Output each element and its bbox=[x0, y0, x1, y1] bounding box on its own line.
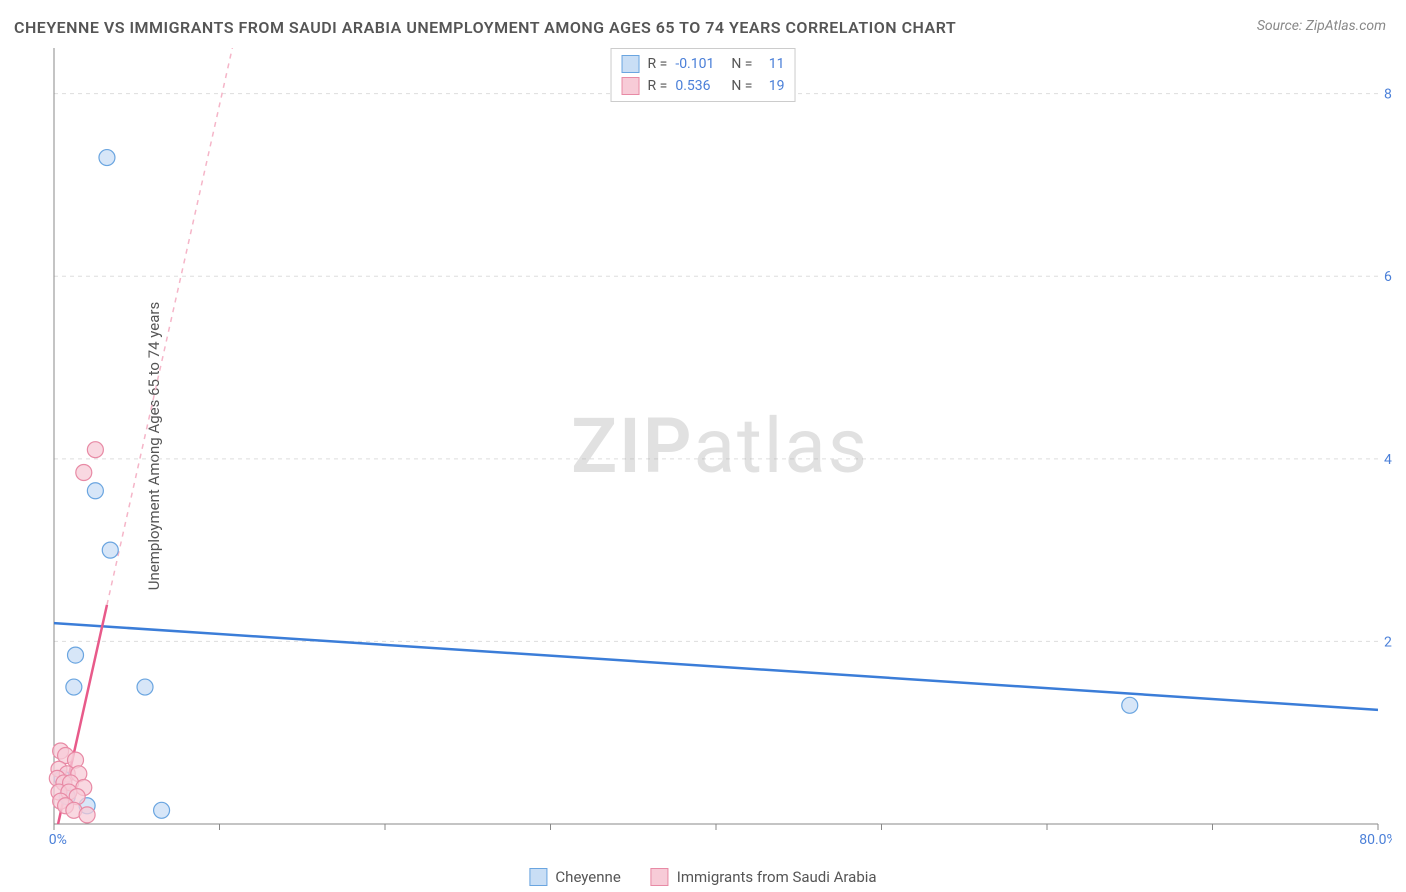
data-point bbox=[76, 465, 92, 481]
data-point bbox=[1122, 697, 1138, 713]
legend-r-label: R = bbox=[648, 75, 668, 97]
chart-area: ZIPatlas 20.0%40.0%60.0%80.0%0.0%80.0% bbox=[48, 48, 1392, 844]
legend-n-label: N = bbox=[731, 53, 752, 75]
legend-r-value: 0.536 bbox=[675, 75, 723, 97]
legend-series-label: Cheyenne bbox=[555, 868, 620, 886]
x-tick-label: 0.0% bbox=[48, 832, 67, 844]
legend-swatch bbox=[529, 868, 547, 886]
data-point bbox=[68, 647, 84, 663]
legend-swatch bbox=[622, 77, 640, 95]
source-attribution: Source: ZipAtlas.com bbox=[1257, 18, 1386, 34]
data-point bbox=[137, 679, 153, 695]
trend-line-cheyenne bbox=[54, 623, 1378, 710]
data-point bbox=[99, 150, 115, 166]
legend-r-value: -0.101 bbox=[675, 53, 723, 75]
scatter-chart: 20.0% 40.0% 60.0% 80.0% 0.0% 80.0% bbox=[48, 48, 1392, 844]
data-point bbox=[87, 442, 103, 458]
legend-series-label: Immigrants from Saudi Arabia bbox=[677, 868, 877, 886]
legend-series-item: Immigrants from Saudi Arabia bbox=[651, 868, 877, 886]
legend-swatch bbox=[622, 55, 640, 73]
data-point bbox=[102, 542, 118, 558]
legend-correlation-row: R = 0.536 N = 19 bbox=[622, 75, 785, 97]
y-tick-label: 60.0% bbox=[1384, 269, 1392, 285]
x-tick-label: 80.0% bbox=[1359, 832, 1392, 844]
legend-correlation: R = -0.101 N = 11 R = 0.536 N = 19 bbox=[611, 48, 796, 102]
y-tick-label: 40.0% bbox=[1384, 452, 1392, 468]
y-tick-label: 20.0% bbox=[1384, 634, 1392, 650]
legend-n-label: N = bbox=[731, 75, 752, 97]
chart-title: CHEYENNE VS IMMIGRANTS FROM SAUDI ARABIA… bbox=[14, 18, 956, 37]
data-point bbox=[87, 483, 103, 499]
data-point bbox=[154, 802, 170, 818]
legend-series: Cheyenne Immigrants from Saudi Arabia bbox=[529, 868, 876, 886]
legend-n-value: 19 bbox=[760, 75, 784, 97]
legend-correlation-row: R = -0.101 N = 11 bbox=[622, 53, 785, 75]
data-point bbox=[66, 679, 82, 695]
trend-line-dash bbox=[107, 48, 294, 605]
legend-series-item: Cheyenne bbox=[529, 868, 620, 886]
legend-r-label: R = bbox=[648, 53, 668, 75]
legend-n-value: 11 bbox=[760, 53, 784, 75]
legend-swatch bbox=[651, 868, 669, 886]
y-tick-label: 80.0% bbox=[1384, 87, 1392, 103]
data-point bbox=[79, 807, 95, 823]
